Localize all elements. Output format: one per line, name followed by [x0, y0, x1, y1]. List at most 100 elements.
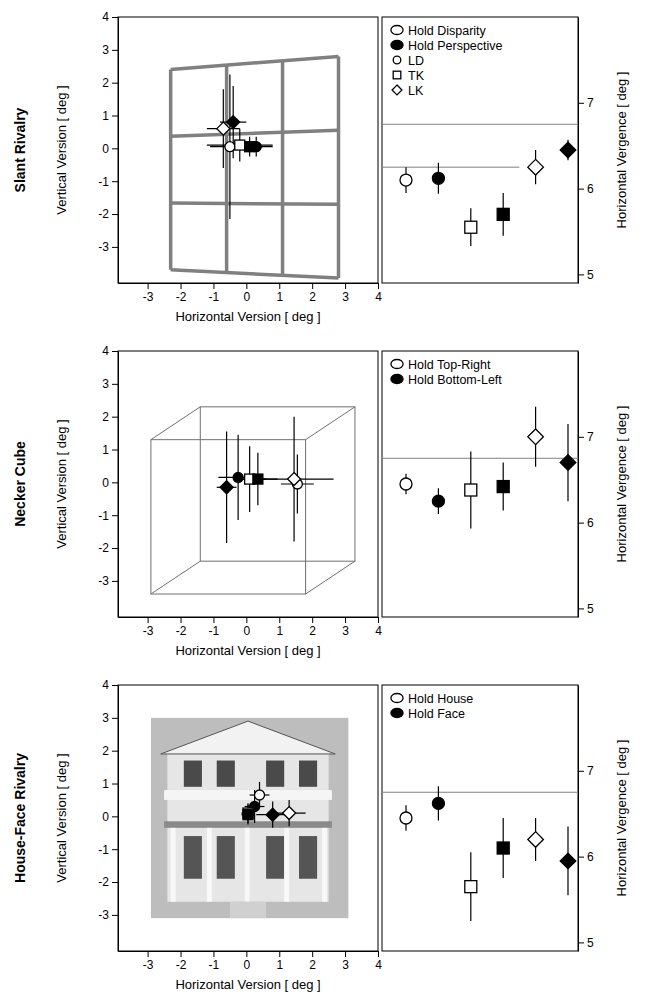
tick-label: -3: [143, 290, 154, 304]
window: [299, 761, 317, 787]
tick-mark: [112, 116, 118, 117]
reference-line: [382, 167, 519, 168]
point: [288, 473, 301, 486]
point: [465, 484, 477, 496]
y-axis-line: [118, 18, 119, 284]
tick: -2: [98, 207, 118, 221]
tick: 2: [309, 617, 316, 638]
legend-marker: [391, 360, 403, 369]
point: [497, 208, 509, 220]
tick-label: 1: [102, 777, 109, 791]
y-axis-line: [578, 686, 579, 952]
legend-marker: [393, 71, 401, 79]
tick-mark: [578, 942, 584, 943]
photo-ground: [151, 718, 348, 918]
x-axis-title: Horizontal Version [ deg ]: [175, 643, 320, 658]
tick-mark: [112, 816, 118, 817]
tick: 6: [578, 182, 594, 196]
tick: 3: [342, 951, 349, 972]
tick-label: -2: [98, 875, 109, 889]
legend-label: Hold Disparity: [408, 24, 487, 38]
tick: 2: [102, 410, 118, 424]
tick-mark: [112, 181, 118, 182]
tick-mark: [312, 617, 313, 623]
tick: -2: [98, 875, 118, 889]
tick: 5: [578, 602, 594, 616]
tick: 3: [342, 283, 349, 304]
tick-mark: [112, 417, 118, 418]
tick-mark: [578, 189, 584, 190]
vergence-panel: 567Horizontal Vergence [ deg ]Hold Top-R…: [382, 351, 629, 618]
tick-label: -1: [98, 509, 109, 523]
point: [255, 790, 265, 800]
column: [207, 828, 212, 902]
figure: -3 -2 -1 0 1 2 3 4 -3 -2 -1 0 1 2 3 4 Horizontal Version…: [0, 0, 645, 1005]
window: [184, 761, 202, 787]
tick-mark: [112, 351, 118, 352]
point: [400, 478, 412, 490]
tick-mark: [213, 951, 214, 957]
tick: 1: [276, 617, 283, 638]
row-title: House-Face Rivalry: [12, 753, 28, 883]
legend-marker: [391, 694, 403, 703]
tick-mark: [578, 857, 584, 858]
tick-mark: [181, 951, 182, 957]
x-axis-line: [119, 617, 379, 618]
data-points: [382, 786, 578, 921]
x-axis: -3-2-101234: [119, 283, 383, 304]
legend-marker: [391, 375, 403, 384]
cube-edge: [306, 407, 355, 440]
tick-mark: [246, 617, 247, 623]
tick-mark: [112, 384, 118, 385]
column: [245, 828, 250, 902]
legend-marker: [393, 56, 401, 64]
tick: 7: [578, 764, 594, 778]
tick-label: 0: [244, 624, 251, 638]
vergence-panel: 567Horizontal Vergence [ deg ]Hold House…: [382, 685, 629, 952]
tick: 1: [102, 777, 118, 791]
tick: -1: [98, 843, 118, 857]
tick: -1: [209, 617, 220, 638]
tick-label: 3: [342, 290, 349, 304]
tick-label: 4: [375, 624, 382, 638]
x-axis: -3-2-101234: [119, 617, 383, 638]
tick-mark: [213, 617, 214, 623]
tick-mark: [112, 718, 118, 719]
data-points: [207, 74, 273, 218]
tick-label: -3: [98, 908, 109, 922]
x-axis-line: [119, 951, 379, 952]
tick-label: 2: [102, 76, 109, 90]
tick-mark: [378, 283, 379, 289]
tick: 3: [102, 711, 118, 725]
tick-mark: [279, 617, 280, 623]
tick: 3: [102, 43, 118, 57]
tick-mark: [213, 283, 214, 289]
grid-stroke: [171, 270, 339, 278]
point: [220, 481, 233, 494]
point: [432, 797, 444, 809]
point: [225, 142, 235, 152]
tick-label: 4: [375, 290, 382, 304]
tick-label: 5: [587, 268, 594, 282]
data-points: [382, 407, 578, 529]
tick: 5: [578, 936, 594, 950]
tick: 1: [102, 109, 118, 123]
point: [560, 142, 576, 158]
tick-label: 4: [102, 344, 109, 358]
tick-label: 5: [587, 602, 594, 616]
tick-label: 0: [102, 476, 109, 490]
window: [217, 761, 235, 787]
tick-label: -2: [98, 207, 109, 221]
plot-frame: [118, 17, 378, 283]
point: [253, 474, 263, 484]
tick: 6: [578, 850, 594, 864]
legend-label: LK: [408, 84, 424, 98]
y-axis-title: Vertical Version [ deg ]: [54, 419, 69, 548]
tick-mark: [345, 617, 346, 623]
point: [432, 495, 444, 507]
tick-mark: [112, 882, 118, 883]
tick-label: -2: [176, 290, 187, 304]
tick: 0: [102, 810, 118, 824]
tick-label: 3: [342, 624, 349, 638]
tick-mark: [112, 482, 118, 483]
